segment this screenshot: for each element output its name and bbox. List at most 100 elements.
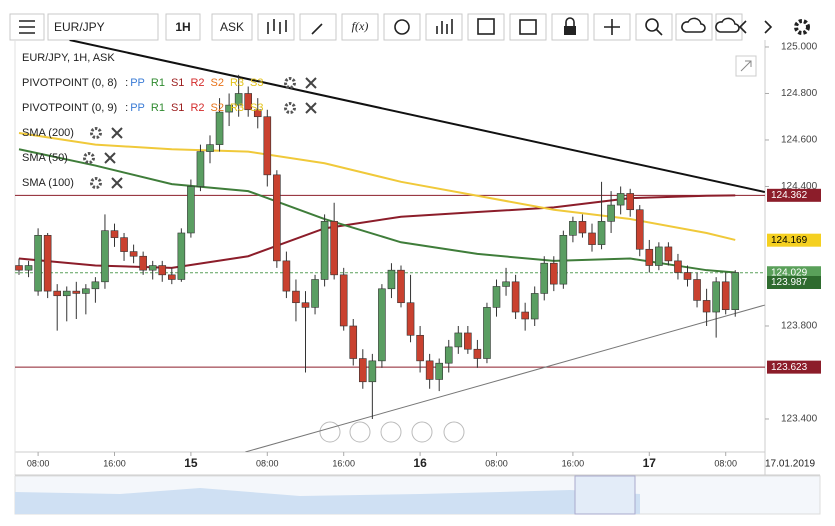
- volume-button[interactable]: [425, 13, 463, 41]
- candle-body: [540, 262, 549, 294]
- info-button[interactable]: [383, 13, 421, 41]
- candle-body: [24, 265, 33, 271]
- candle-body: [320, 221, 329, 280]
- x-tick-label: 16:00: [332, 458, 355, 468]
- calendar-button[interactable]: [467, 13, 505, 41]
- interval-button[interactable]: [165, 13, 201, 41]
- indicator-button[interactable]: [341, 13, 379, 41]
- candle-body: [273, 174, 281, 262]
- candle-body: [215, 111, 224, 145]
- candle-body: [626, 193, 635, 211]
- candle-body: [435, 362, 444, 380]
- pivot-name: PIVOTPOINT (0, 9): [22, 102, 117, 114]
- trend-line: [69, 40, 765, 194]
- upload-icon: [681, 17, 706, 33]
- y-tick-label: 125.000: [781, 42, 818, 53]
- candle-body: [15, 265, 23, 271]
- candle-body: [597, 221, 606, 245]
- symbol-text: EUR/JPY: [54, 20, 105, 34]
- candle-body: [549, 262, 558, 285]
- candle-body: [225, 104, 233, 113]
- navigator-area: [15, 488, 640, 514]
- navigator-window[interactable]: [574, 475, 636, 515]
- zoom-out-button[interactable]: [349, 421, 371, 443]
- pivot-colon: :: [125, 102, 128, 114]
- interval-text: 1H: [175, 20, 190, 34]
- zoom-handle: [655, 28, 663, 36]
- candle-body: [196, 151, 205, 187]
- sma-line: [18, 132, 736, 241]
- candle-body: [120, 237, 128, 252]
- price-label-box: [767, 266, 821, 280]
- calendar-icon: [477, 18, 495, 35]
- settings-icon[interactable]: [284, 77, 296, 89]
- prev-button[interactable]: [738, 20, 747, 34]
- candle-body: [282, 260, 291, 292]
- scroll-right-button[interactable]: [443, 421, 465, 443]
- chart-type-icon: [267, 19, 287, 34]
- candle-body: [464, 332, 472, 350]
- candle-body: [559, 235, 568, 285]
- candle-body: [731, 272, 740, 311]
- price-label-box: [767, 188, 821, 202]
- settings-icon[interactable]: [83, 152, 95, 164]
- x-tick-label: 16:00: [562, 458, 585, 468]
- symbol-input[interactable]: [47, 13, 159, 41]
- candle-body: [712, 281, 720, 313]
- legend-title: EUR/JPY, 1H, ASK: [22, 52, 115, 64]
- settings-icon[interactable]: [284, 102, 296, 114]
- x-tick-label: 08:00: [485, 458, 508, 468]
- candle-body: [444, 346, 453, 364]
- pivot-item: R3: [230, 102, 244, 114]
- candle-body: [101, 230, 109, 283]
- side-button[interactable]: [211, 13, 253, 41]
- pivot-item: S1: [171, 77, 184, 89]
- candle-body: [473, 348, 482, 359]
- candle-body: [483, 307, 491, 359]
- next-button[interactable]: [764, 20, 773, 34]
- candle-body: [406, 302, 415, 336]
- candle-body: [492, 286, 501, 308]
- y-tick-label: 124.400: [781, 181, 818, 192]
- candle-body: [358, 358, 367, 383]
- price-label: 123.623: [771, 362, 808, 373]
- zoom-button[interactable]: [635, 13, 673, 41]
- remove-icon[interactable]: [111, 127, 123, 139]
- news-button[interactable]: [509, 13, 547, 41]
- x-tick-label: 08:00: [714, 458, 737, 468]
- scroll-left-button[interactable]: [319, 421, 341, 443]
- candle-body: [91, 281, 100, 290]
- candle-body: [702, 300, 711, 313]
- x-tick-label: 15: [184, 456, 198, 470]
- y-tick-label: 123.800: [781, 321, 818, 332]
- candle-body: [349, 325, 358, 359]
- reset-button[interactable]: [380, 421, 402, 443]
- pivot-legend: PIVOTPOINT (0, 9): PP R1 S1 R2 S2 R3 S3: [22, 102, 264, 114]
- candle-body: [177, 232, 186, 280]
- remove-icon[interactable]: [305, 77, 317, 89]
- zoom-in-button[interactable]: [411, 421, 433, 443]
- candle-body: [168, 274, 176, 280]
- candle-body: [607, 204, 615, 222]
- remove-icon[interactable]: [104, 152, 116, 164]
- settings-button[interactable]: [794, 19, 810, 35]
- candle-body: [645, 248, 654, 266]
- y-tick-label: 124.800: [781, 88, 818, 99]
- candle-body: [110, 230, 119, 238]
- candle-body: [616, 193, 625, 206]
- settings-icon[interactable]: [90, 127, 102, 139]
- pivot-item: S2: [211, 77, 224, 89]
- expand-icon: [740, 60, 752, 72]
- candle-body: [674, 260, 682, 273]
- remove-icon[interactable]: [305, 102, 317, 114]
- candle-body: [53, 290, 62, 297]
- legend-entry: SMA (100): [22, 177, 74, 189]
- candle-body: [454, 332, 463, 348]
- candle-body: [502, 281, 510, 287]
- settings-icon[interactable]: [90, 177, 102, 189]
- candle-body: [378, 288, 386, 362]
- chart-type-button[interactable]: [257, 13, 295, 41]
- candle-body: [263, 116, 272, 176]
- remove-icon[interactable]: [111, 177, 123, 189]
